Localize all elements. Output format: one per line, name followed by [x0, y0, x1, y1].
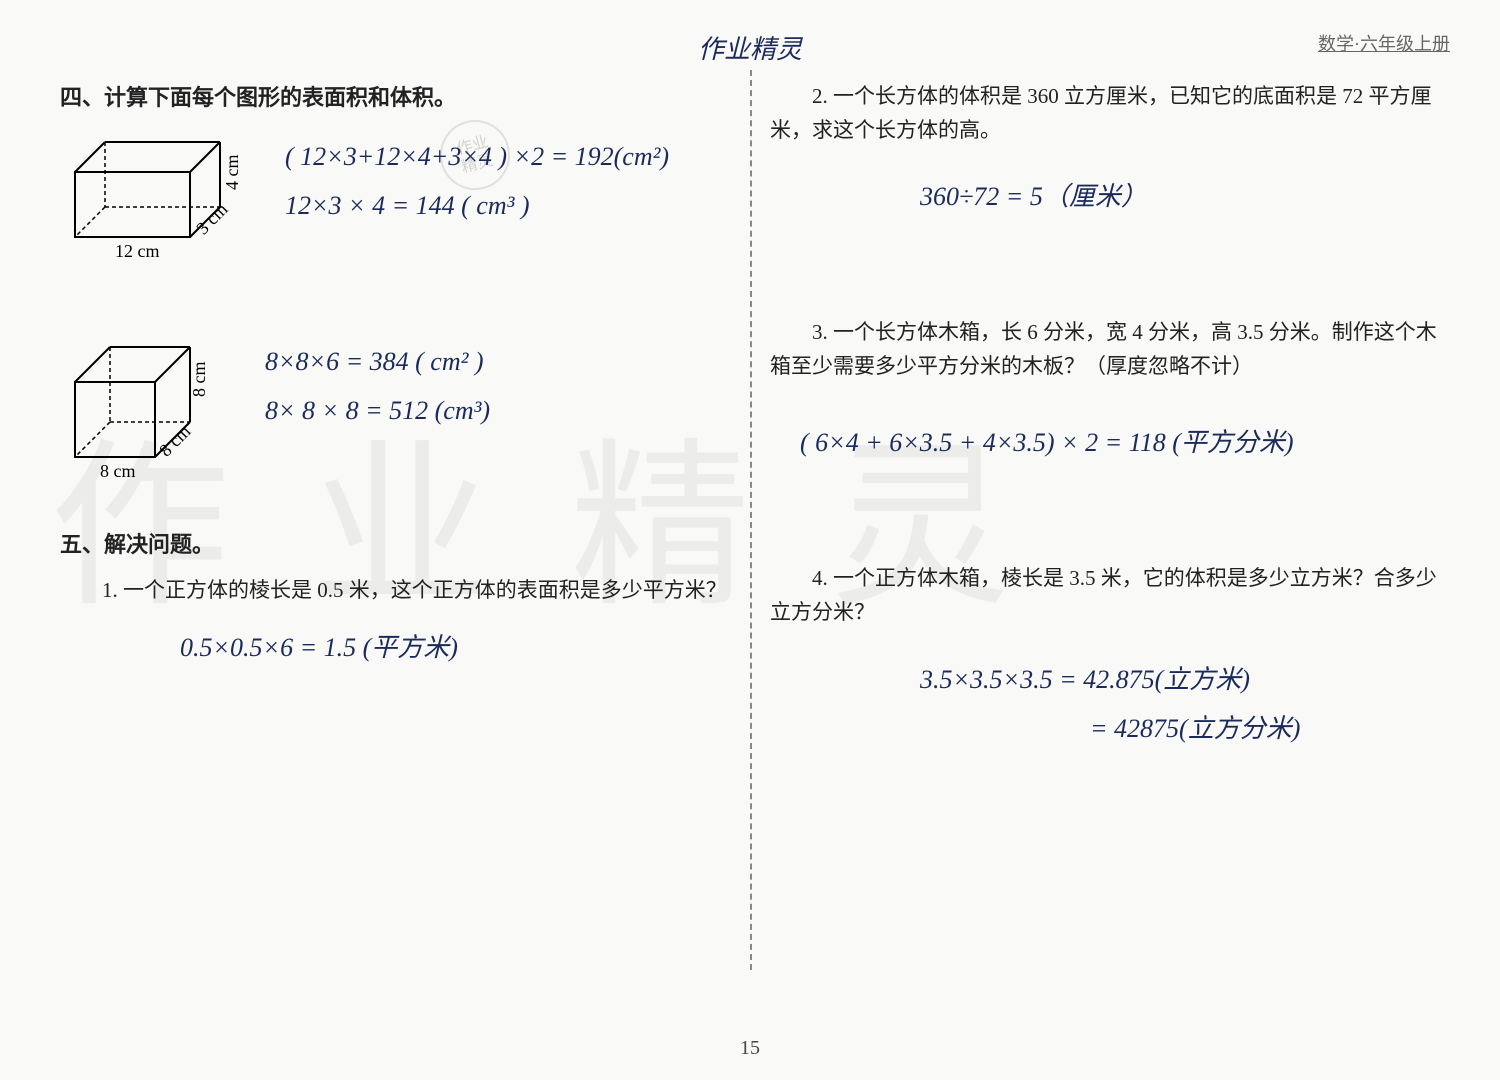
- figure2-row: 8 cm 8 cm 8 cm 8×8×6 = 384 ( cm² ) 8× 8 …: [60, 332, 730, 487]
- figure1-calculations: ( 12×3+12×4+3×4 ) ×2 = 192(cm²) 12×3 × 4…: [285, 127, 730, 235]
- q3-answer: ( 6×4 + 6×3.5 + 4×3.5) × 2 = 118 (平方分米): [800, 423, 1440, 462]
- q1-text: 1. 一个正方体的棱长是 0.5 米，这个正方体的表面积是多少平方米？: [60, 574, 730, 608]
- right-column: 2. 一个长方体的体积是 360 立方厘米，已知它的底面积是 72 平方厘米，求…: [750, 80, 1460, 1000]
- content-columns: 四、计算下面每个图形的表面积和体积。: [40, 80, 1460, 1000]
- fig1-height-label: 4 cm: [222, 155, 242, 191]
- fig2-height-label: 8 cm: [189, 362, 209, 398]
- fig1-depth-label: 3 cm: [192, 199, 231, 238]
- q4-answer-line2: = 42875(立方分米): [1090, 709, 1440, 748]
- page-number: 15: [740, 1037, 760, 1060]
- q4-answer-line1: 3.5×3.5×3.5 = 42.875(立方米): [920, 660, 1440, 699]
- q1-answer: 0.5×0.5×6 = 1.5 (平方米): [180, 628, 730, 667]
- left-column: 四、计算下面每个图形的表面积和体积。: [40, 80, 750, 1000]
- figure2-calculations: 8×8×6 = 384 ( cm² ) 8× 8 × 8 = 512 (cm³): [265, 332, 730, 440]
- problem4-block: 4. 一个正方体木箱，棱长是 3.5 米，它的体积是多少立方米？合多少立方分米？…: [770, 562, 1440, 747]
- fig1-volume-calc: 12×3 × 4 = 144 ( cm³ ): [285, 186, 730, 225]
- fig2-surface-calc: 8×8×6 = 384 ( cm² ): [265, 342, 730, 381]
- header-handwritten-title: 作业精灵: [698, 30, 802, 69]
- section5-title: 五、解决问题。: [60, 527, 730, 559]
- section4-title: 四、计算下面每个图形的表面积和体积。: [60, 80, 730, 112]
- problem3-block: 3. 一个长方体木箱，长 6 分米，宽 4 分米，高 3.5 分米。制作这个木箱…: [770, 316, 1440, 462]
- q2-answer: 360÷72 = 5（厘米）: [920, 177, 1440, 216]
- fig1-surface-calc: ( 12×3+12×4+3×4 ) ×2 = 192(cm²): [285, 137, 730, 176]
- fig1-width-label: 12 cm: [115, 241, 160, 261]
- fig2-depth-label: 8 cm: [155, 421, 194, 460]
- q4-text: 4. 一个正方体木箱，棱长是 3.5 米，它的体积是多少立方米？合多少立方分米？: [770, 562, 1440, 629]
- figure1-cuboid: 12 cm 3 cm 4 cm: [60, 127, 260, 272]
- problem2-block: 2. 一个长方体的体积是 360 立方厘米，已知它的底面积是 72 平方厘米，求…: [770, 80, 1440, 216]
- fig2-volume-calc: 8× 8 × 8 = 512 (cm³): [265, 391, 730, 430]
- page-container: 作业精灵 数学·六年级上册 作业精灵 作业 精灵 四、计算下面每个图形的表面积和…: [0, 0, 1500, 1080]
- fig2-width-label: 8 cm: [100, 461, 136, 481]
- q2-text: 2. 一个长方体的体积是 360 立方厘米，已知它的底面积是 72 平方厘米，求…: [770, 80, 1440, 147]
- problem1-block: 1. 一个正方体的棱长是 0.5 米，这个正方体的表面积是多少平方米？ 0.5×…: [60, 574, 730, 667]
- figure1-row: 12 cm 3 cm 4 cm ( 12×3+12×4+3×4 ) ×2 = 1…: [60, 127, 730, 272]
- figure2-cube: 8 cm 8 cm 8 cm: [60, 332, 240, 487]
- header-subject-grade: 数学·六年级上册: [1318, 30, 1450, 56]
- q3-text: 3. 一个长方体木箱，长 6 分米，宽 4 分米，高 3.5 分米。制作这个木箱…: [770, 316, 1440, 383]
